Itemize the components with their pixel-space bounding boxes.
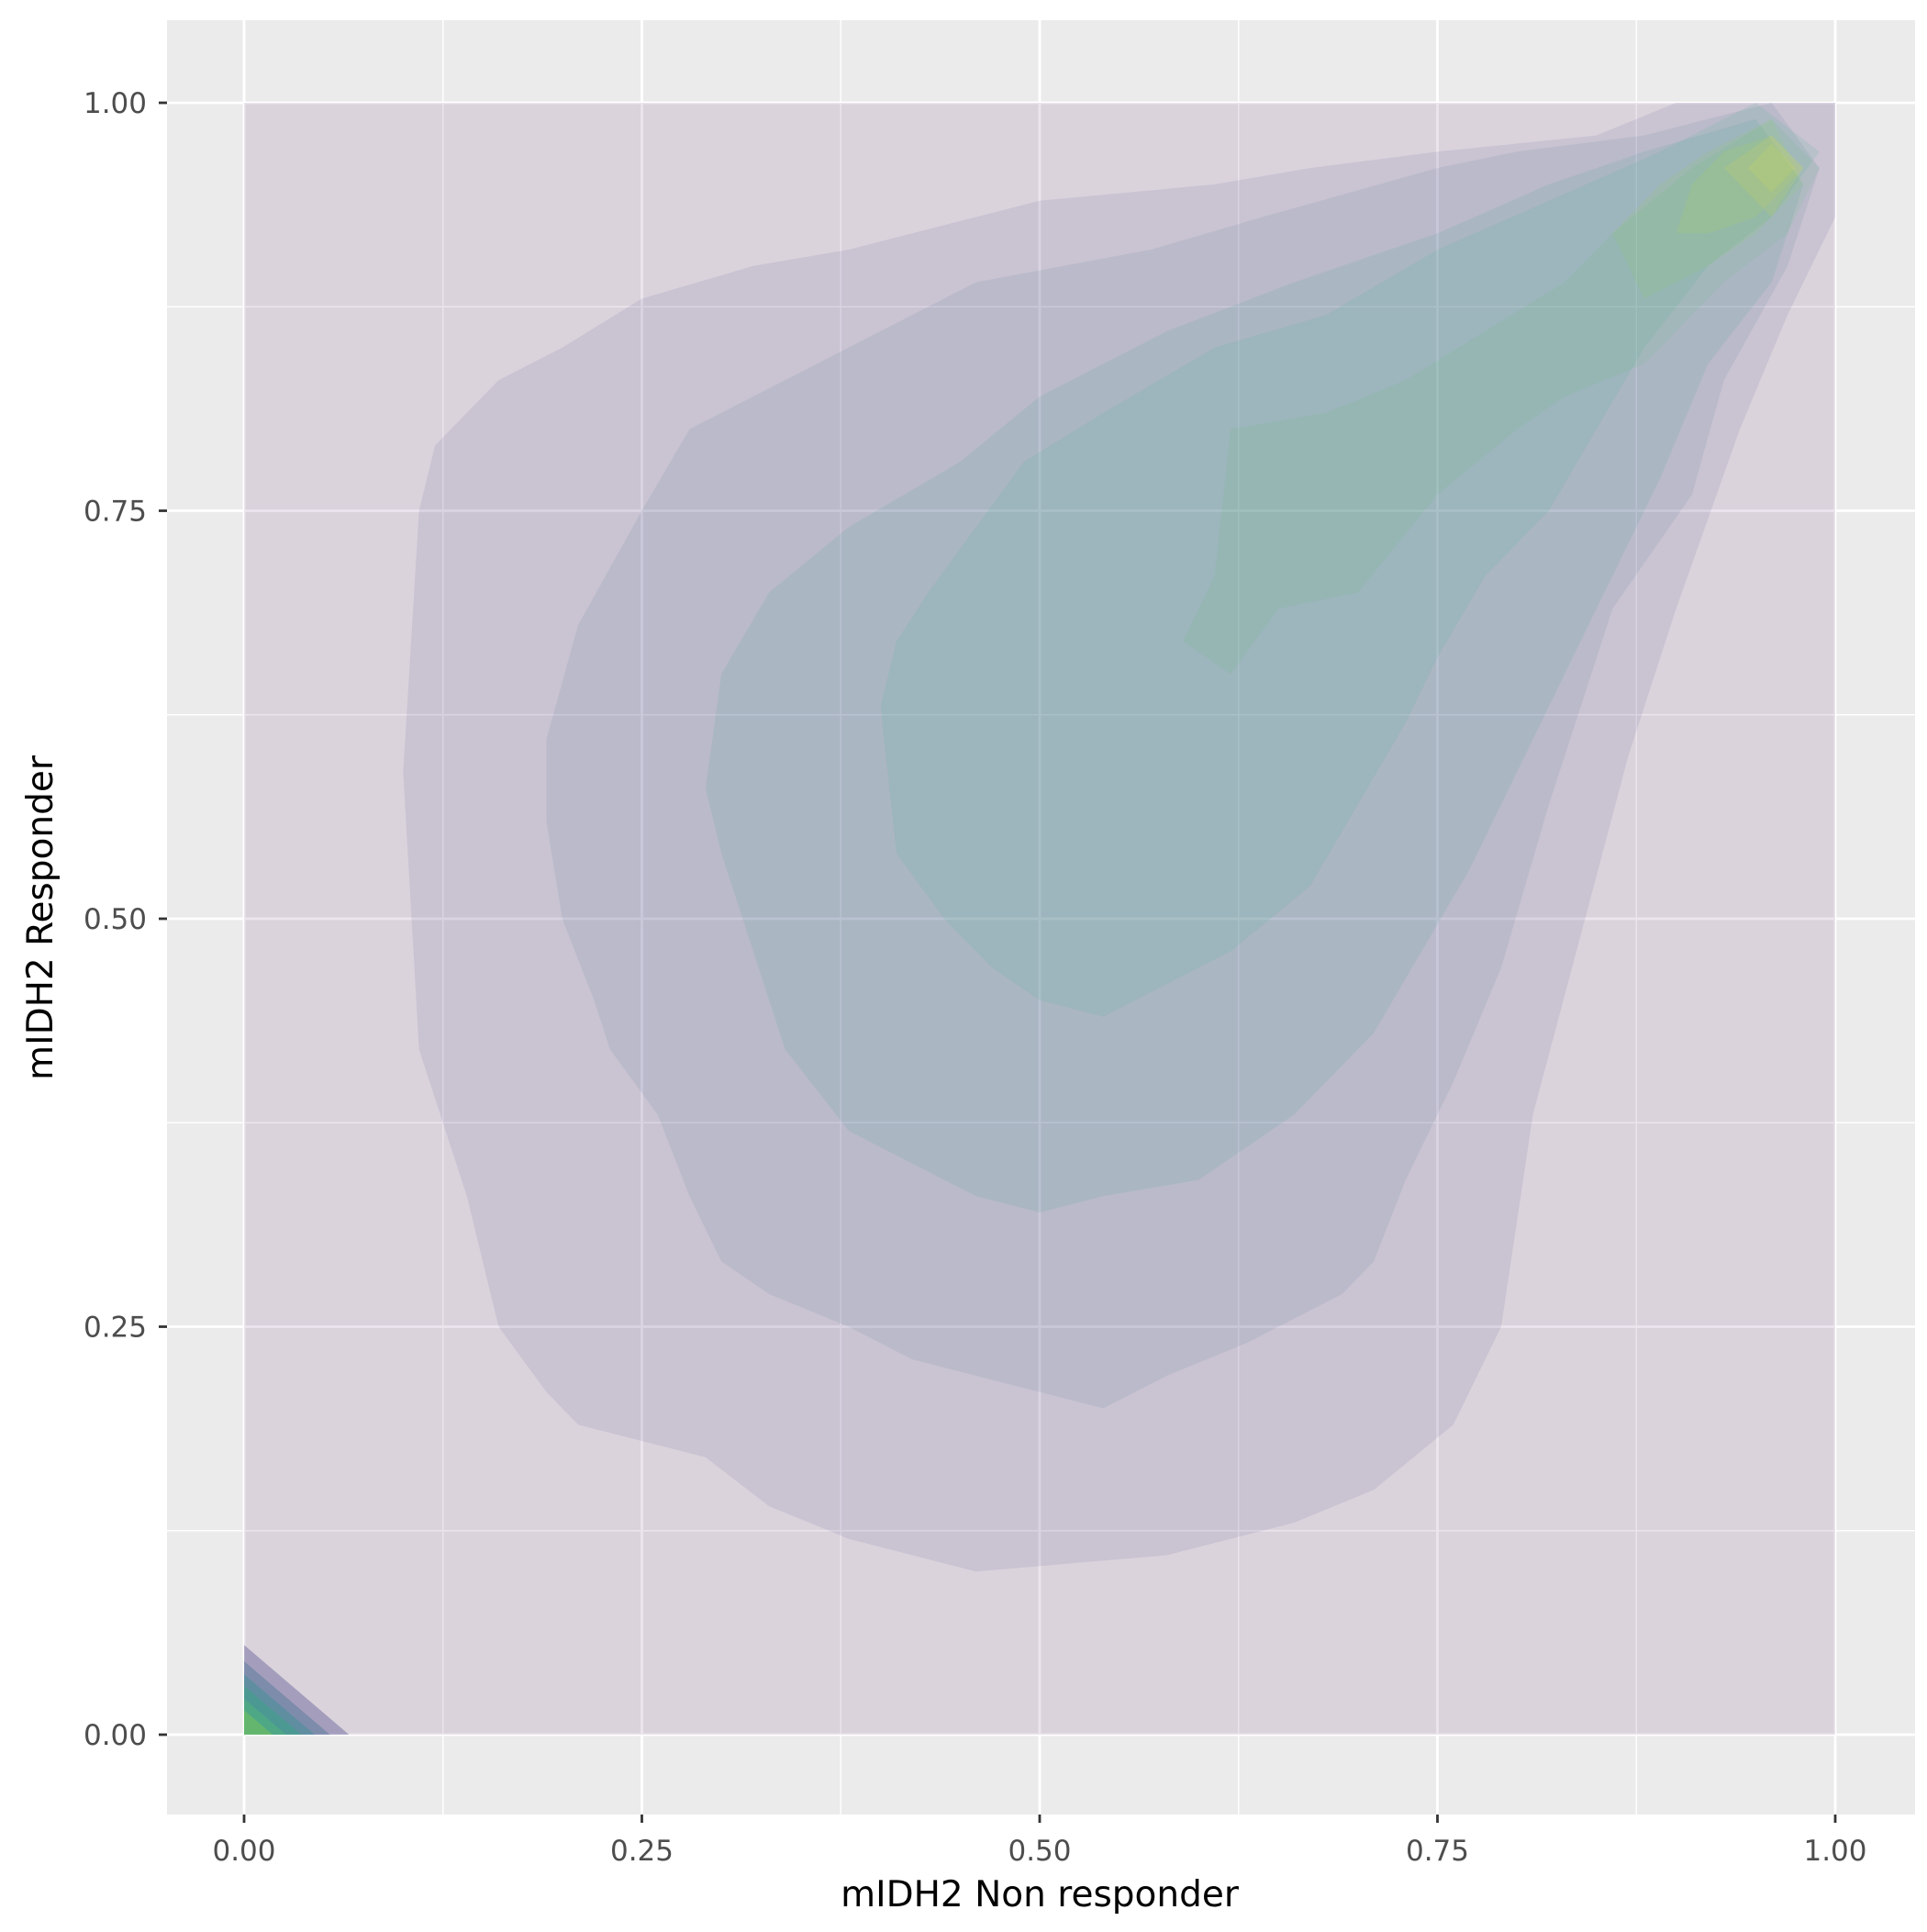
- y-tick-label: 1.00: [84, 87, 147, 120]
- x-tick-label: 1.00: [1803, 1835, 1866, 1868]
- grid-layer: [167, 20, 1915, 1815]
- y-tick-label: 0.25: [84, 1312, 147, 1345]
- y-tick-label: 0.75: [84, 496, 147, 529]
- y-tick-label: 0.00: [84, 1719, 147, 1752]
- corner-contour-band: [244, 1685, 302, 1735]
- contour-band-level-5: [880, 103, 1820, 1017]
- contour-band-level-8: [1676, 135, 1804, 234]
- x-tick-label: 0.25: [610, 1835, 674, 1868]
- contour-layer: [244, 103, 1835, 1735]
- contour-band-level-1: [244, 103, 1835, 1735]
- contour-band-level-4: [705, 118, 1804, 1212]
- contour-band-level-3: [546, 103, 1820, 1409]
- x-tick-label: 0.75: [1406, 1835, 1469, 1868]
- corner-contour-band: [244, 1645, 350, 1735]
- x-tick-label: 0.00: [212, 1835, 275, 1868]
- contour-band-level-10: [1747, 143, 1796, 193]
- corner-contour-band: [244, 1661, 330, 1735]
- plot-panel: [167, 20, 1915, 1815]
- y-axis-title: mIDH2 Responder: [20, 754, 61, 1080]
- contour-band-level-7: [1612, 118, 1804, 299]
- y-tick-label: 0.50: [84, 903, 147, 936]
- corner-contour-band: [244, 1674, 315, 1735]
- x-tick-label: 0.50: [1008, 1835, 1071, 1868]
- contour-band-level-6: [1183, 118, 1820, 675]
- x-axis-title: mIDH2 Non responder: [841, 1874, 1240, 1915]
- corner-contour-band: [244, 1698, 286, 1735]
- contour-band-level-9: [1723, 135, 1804, 218]
- contour-band-level-2: [403, 103, 1835, 1572]
- axis-layer: 0.00 0.25 0.50 0.75 1.00 0.00 0.25 0.50 0.75 1.00: [84, 87, 1867, 1868]
- corner-contour-band: [244, 1710, 273, 1735]
